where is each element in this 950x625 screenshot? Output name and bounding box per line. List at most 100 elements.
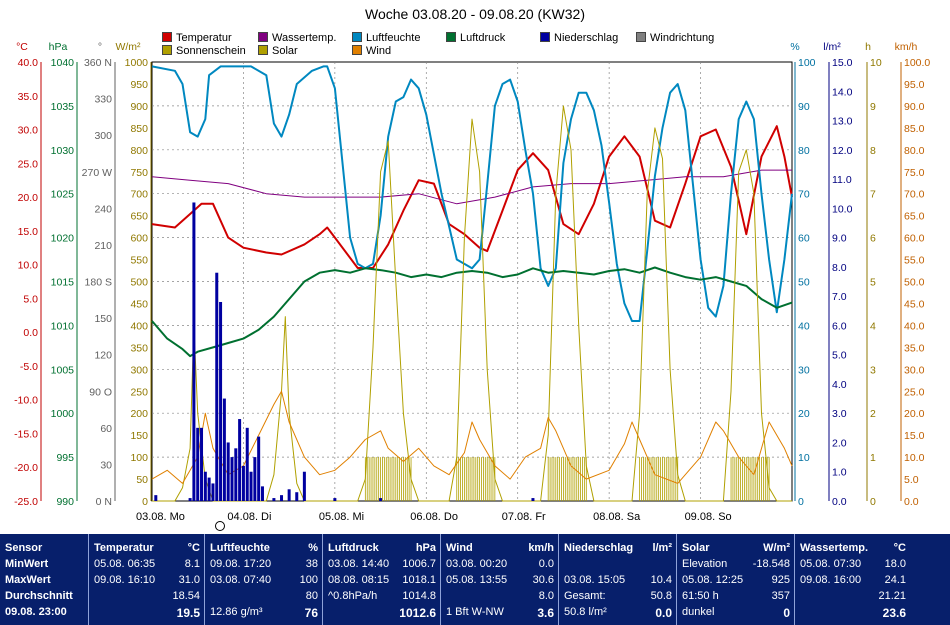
axis-tick-rain: 5.0 <box>832 350 847 362</box>
axis-tick-rain: 0.0 <box>832 496 847 508</box>
axis-tick-temp: -25.0 <box>14 496 38 508</box>
day-label: 03.08. Mo <box>136 511 185 523</box>
legend-label: Luftdruck <box>460 32 506 44</box>
axis-tick-rain: 9.0 <box>832 233 847 245</box>
axis-tick-sun: 3 <box>870 364 876 376</box>
legend-label: Windrichtung <box>650 32 715 44</box>
axis-tick-temp: 25.0 <box>18 158 39 170</box>
axis-tick-humidity: 50 <box>798 277 810 289</box>
series-line-luftdruck <box>151 266 793 358</box>
stats-header: Luftfeuchte <box>210 542 270 554</box>
axis-tick-solar: 450 <box>130 298 148 310</box>
precipitation-bar <box>295 492 299 501</box>
stats-current-value: 76 <box>304 606 318 620</box>
axis-tick-humidity: 10 <box>798 452 810 464</box>
axis-tick-temp: -10.0 <box>14 395 38 407</box>
stats-date: 05.08. 06:35 <box>94 558 156 570</box>
stats-value: 0.0 <box>538 558 554 570</box>
axis-tick-pressure: 990 <box>56 496 74 508</box>
axis-tick-rain: 15.0 <box>832 57 853 69</box>
legend-swatch <box>636 32 646 42</box>
axis-tick-humidity: 60 <box>798 233 810 245</box>
axis-tick-temp: 20.0 <box>18 192 39 204</box>
precipitation-bar <box>234 448 238 501</box>
stats-col-wind: Wind km/h 03.08. 00:20 0.0 05.08. 13:55 30.… <box>440 534 559 625</box>
precipitation-bar <box>287 489 291 501</box>
stats-extra: 1 Bft W-NW <box>446 606 504 618</box>
stats-date: 03.08. 15:05 <box>564 574 626 586</box>
axis-tick-humidity: 30 <box>798 364 810 376</box>
precipitation-bar <box>379 498 383 501</box>
axis-tick-wind: 30.0 <box>904 364 925 376</box>
axis-tick-pressure: 1015 <box>51 277 75 289</box>
precipitation-bar <box>333 498 337 501</box>
legend-swatch <box>352 45 362 55</box>
legend-label: Sonnenschein <box>176 45 246 57</box>
axis-tick-temp: -5.0 <box>20 361 38 373</box>
axis-tick-winddir: 360 N <box>84 57 112 69</box>
stats-label-max: MaxWert <box>5 574 51 586</box>
day-label: 08.08. Sa <box>593 511 641 523</box>
day-label: 05.08. Mi <box>319 511 364 523</box>
axis-tick-winddir: 30 <box>100 459 112 471</box>
axis-tick-sun: 10 <box>870 57 882 69</box>
axis-tick-pressure: 1040 <box>51 57 75 69</box>
axis-tick-temp: 15.0 <box>18 226 39 238</box>
axis-tick-solar: 250 <box>130 386 148 398</box>
legend-temperatur: Temperatur <box>162 32 232 44</box>
stats-value: 8.0 <box>538 590 554 602</box>
legend-swatch <box>446 32 456 42</box>
axis-tick-wind: 80.0 <box>904 145 925 157</box>
axis-unit-pressure: hPa <box>49 41 68 53</box>
legend-label: Solar <box>272 45 298 57</box>
stats-extra: 50.8 l/m² <box>564 606 607 618</box>
axis-tick-solar: 350 <box>130 342 148 354</box>
stats-date: 09.08. 16:00 <box>800 574 862 586</box>
precipitation-bar <box>154 495 158 501</box>
series-line-solar <box>152 105 792 502</box>
axis-tick-temp: 5.0 <box>23 293 38 305</box>
stats-value: 8.1 <box>184 558 200 570</box>
stats-header: Solar <box>682 542 710 554</box>
stats-col-luftfeuchte: Luftfeuchte% 09.08. 17:20 38 03.08. 07:40… <box>204 534 323 625</box>
stats-col-luftdruck: Luftdruck hPa 03.08. 14:40 1006.7 08.08. 0… <box>322 534 441 625</box>
legend-niederschlag: Niederschlag <box>540 32 618 44</box>
axis-tick-winddir: 120 <box>94 350 112 362</box>
precipitation-bar <box>215 272 219 501</box>
stats-value: 21.21 <box>878 590 906 602</box>
axis-tick-rain: 2.0 <box>832 437 847 449</box>
stats-col-niederschlag: Niederschlag l/m² 03.08. 15:05 10.4 Gesamt… <box>558 534 677 625</box>
axis-tick-pressure: 1030 <box>51 145 75 157</box>
axis-tick-wind: 5.0 <box>904 474 919 486</box>
axis-tick-winddir: 300 <box>94 130 112 142</box>
legend-label: Temperatur <box>176 32 232 44</box>
axis-tick-wind: 40.0 <box>904 320 925 332</box>
axis-tick-solar: 50 <box>136 474 148 486</box>
day-label: 07.08. Fr <box>502 511 546 523</box>
axis-tick-solar: 300 <box>130 364 148 376</box>
stats-label: Gesamt: <box>564 590 606 602</box>
axis-tick-rain: 12.0 <box>832 145 853 157</box>
stats-date: 05.08. 12:25 <box>682 574 744 586</box>
precipitation-bar <box>226 442 230 501</box>
legend-label: Luftfeuchte <box>366 32 421 44</box>
axis-tick-sun: 2 <box>870 408 876 420</box>
axis-tick-wind: 50.0 <box>904 277 925 289</box>
axis-tick-pressure: 1035 <box>51 101 75 113</box>
precipitation-bar <box>219 301 223 501</box>
axis-tick-wind: 60.0 <box>904 233 925 245</box>
axis-tick-wind: 55.0 <box>904 255 925 267</box>
stats-label: 61:50 h <box>682 590 719 602</box>
stats-date: 05.08. 07:30 <box>800 558 862 570</box>
axis-tick-humidity: 40 <box>798 320 810 332</box>
axis-tick-solar: 1000 <box>125 57 149 69</box>
stats-unit: km/h <box>528 542 554 554</box>
axis-tick-solar: 100 <box>130 452 148 464</box>
axis-tick-rain: 14.0 <box>832 86 853 98</box>
stats-date: 03.08. 07:40 <box>210 574 272 586</box>
axis-unit-winddir: ° <box>98 41 102 53</box>
axis-tick-wind: 25.0 <box>904 386 925 398</box>
axis-tick-sun: 8 <box>870 145 876 157</box>
stats-unit: % <box>308 542 318 554</box>
stats-date: 03.08. 14:40 <box>328 558 390 570</box>
